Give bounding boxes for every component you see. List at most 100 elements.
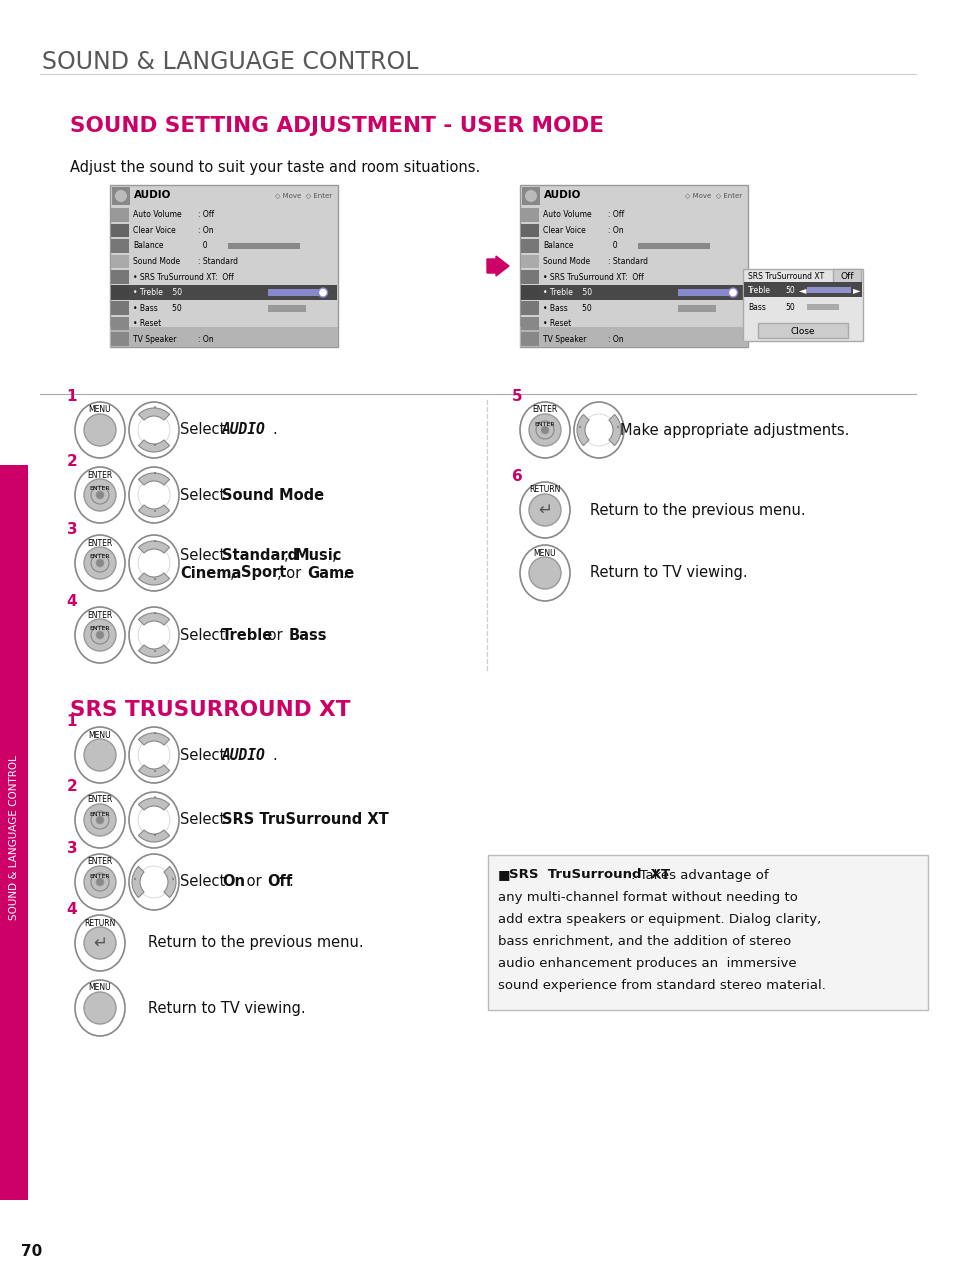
Circle shape xyxy=(84,480,116,511)
Text: ˅: ˅ xyxy=(152,650,156,659)
Text: ˅: ˅ xyxy=(152,577,156,586)
Circle shape xyxy=(318,287,327,298)
Circle shape xyxy=(96,631,104,639)
Text: ENTER: ENTER xyxy=(88,857,112,866)
Text: Bass: Bass xyxy=(747,303,765,312)
Text: ˄: ˄ xyxy=(152,612,156,621)
FancyBboxPatch shape xyxy=(110,184,337,347)
FancyBboxPatch shape xyxy=(521,187,539,205)
Text: 4: 4 xyxy=(67,902,77,917)
Text: 6: 6 xyxy=(511,469,522,485)
Circle shape xyxy=(96,817,104,824)
Text: ENTER: ENTER xyxy=(88,611,112,619)
Text: Balance: Balance xyxy=(132,242,163,251)
FancyBboxPatch shape xyxy=(520,317,538,331)
FancyBboxPatch shape xyxy=(520,270,538,284)
Circle shape xyxy=(96,558,104,567)
Text: ENTER: ENTER xyxy=(532,406,558,415)
Text: Off: Off xyxy=(840,272,853,281)
Text: RETURN: RETURN xyxy=(529,486,560,495)
Text: , or: , or xyxy=(276,566,306,580)
Text: .: . xyxy=(272,422,276,438)
Text: Auto Volume: Auto Volume xyxy=(132,210,181,219)
Circle shape xyxy=(138,866,170,898)
Circle shape xyxy=(84,927,116,959)
Text: ˄: ˄ xyxy=(152,796,156,805)
Text: 3: 3 xyxy=(67,841,77,856)
Text: Balance: Balance xyxy=(542,242,573,251)
Wedge shape xyxy=(138,572,170,585)
Wedge shape xyxy=(138,645,170,658)
Text: ˃: ˃ xyxy=(171,878,175,887)
Text: MENU: MENU xyxy=(533,548,556,557)
Text: ENTER: ENTER xyxy=(88,538,112,547)
Text: bass enrichment, and the addition of stereo: bass enrichment, and the addition of ste… xyxy=(497,935,790,948)
Text: Make appropriate adjustments.: Make appropriate adjustments. xyxy=(619,422,848,438)
Text: ENTER: ENTER xyxy=(90,486,111,491)
FancyBboxPatch shape xyxy=(0,466,28,1199)
Text: SOUND & LANGUAGE CONTROL: SOUND & LANGUAGE CONTROL xyxy=(42,50,418,74)
Text: Close: Close xyxy=(790,327,815,336)
Text: ►: ► xyxy=(852,285,860,295)
FancyBboxPatch shape xyxy=(111,254,129,268)
FancyBboxPatch shape xyxy=(268,289,323,296)
Text: ◄: ◄ xyxy=(799,285,805,295)
Wedge shape xyxy=(138,613,170,625)
Wedge shape xyxy=(138,408,170,420)
Circle shape xyxy=(582,413,615,446)
Text: SRS TruSurround XT: SRS TruSurround XT xyxy=(747,272,823,281)
Text: AUDIO: AUDIO xyxy=(222,422,266,438)
Text: any multi-channel format without needing to: any multi-channel format without needing… xyxy=(497,890,797,903)
Text: MENU: MENU xyxy=(89,406,112,415)
Text: Return to TV viewing.: Return to TV viewing. xyxy=(148,1001,305,1015)
Text: ◇ Move  ◇ Enter: ◇ Move ◇ Enter xyxy=(274,192,332,198)
Wedge shape xyxy=(138,829,170,842)
Text: • Treble    50: • Treble 50 xyxy=(132,287,182,298)
Text: : Off: : Off xyxy=(198,210,214,219)
FancyBboxPatch shape xyxy=(520,209,538,221)
Text: Standard: Standard xyxy=(222,548,297,563)
Text: ↵: ↵ xyxy=(537,501,552,519)
Text: Music: Music xyxy=(294,548,342,563)
Text: ENTER: ENTER xyxy=(90,627,111,631)
Text: .: . xyxy=(341,566,346,580)
Text: ENTER: ENTER xyxy=(534,421,555,426)
FancyBboxPatch shape xyxy=(520,286,538,299)
Text: 1: 1 xyxy=(67,714,77,729)
Text: ENTER: ENTER xyxy=(90,812,111,817)
Text: Clear Voice: Clear Voice xyxy=(132,226,175,235)
Circle shape xyxy=(96,491,104,499)
FancyBboxPatch shape xyxy=(520,254,538,268)
FancyBboxPatch shape xyxy=(228,243,299,249)
Text: ENTER: ENTER xyxy=(88,471,112,480)
Text: ENTER: ENTER xyxy=(90,874,111,879)
Text: 0: 0 xyxy=(198,242,208,251)
Text: 2: 2 xyxy=(67,454,77,469)
Text: ◇ Move  ◇ Enter: ◇ Move ◇ Enter xyxy=(684,192,741,198)
FancyBboxPatch shape xyxy=(678,289,732,296)
FancyBboxPatch shape xyxy=(488,855,927,1010)
FancyBboxPatch shape xyxy=(742,270,862,341)
Circle shape xyxy=(529,494,560,527)
FancyBboxPatch shape xyxy=(806,304,838,310)
Text: Sound Mode: Sound Mode xyxy=(222,487,324,502)
Text: RETURN: RETURN xyxy=(84,918,115,927)
Text: 2: 2 xyxy=(67,778,77,794)
Circle shape xyxy=(115,190,127,202)
Text: ˄: ˄ xyxy=(152,472,156,481)
Text: Select: Select xyxy=(180,627,230,642)
Text: Clear Voice: Clear Voice xyxy=(542,226,585,235)
Text: Cinema: Cinema xyxy=(180,566,241,580)
Circle shape xyxy=(84,619,116,651)
Text: : Standard: : Standard xyxy=(198,257,237,266)
Text: Auto Volume: Auto Volume xyxy=(542,210,591,219)
Text: Treble: Treble xyxy=(222,627,273,642)
Circle shape xyxy=(138,547,170,579)
Text: ˅: ˅ xyxy=(152,510,156,519)
Wedge shape xyxy=(138,733,170,745)
Text: ENTER: ENTER xyxy=(90,555,111,560)
Text: : Off: : Off xyxy=(607,210,623,219)
Text: 70: 70 xyxy=(21,1244,43,1259)
FancyBboxPatch shape xyxy=(678,304,716,312)
Text: ENTER: ENTER xyxy=(88,795,112,804)
